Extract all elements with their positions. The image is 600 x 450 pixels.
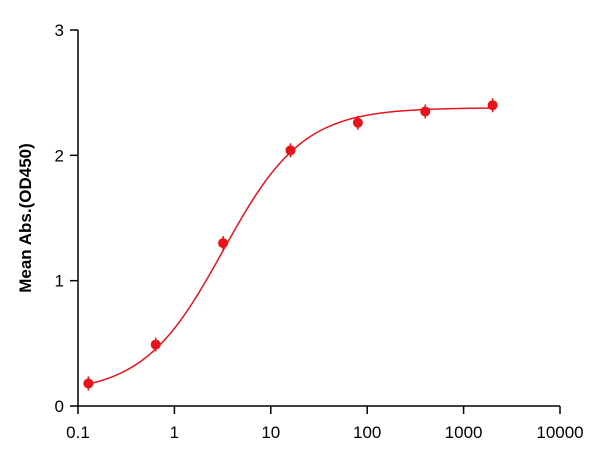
y-tick-label: 0 — [55, 397, 64, 416]
y-tick-label: 2 — [55, 146, 64, 165]
data-points-layer — [83, 98, 498, 391]
x-tick-label: 1000 — [445, 423, 483, 442]
data-point — [83, 378, 94, 389]
data-point — [420, 106, 431, 117]
data-point — [487, 100, 498, 111]
data-point — [218, 238, 229, 249]
y-tick-label: 3 — [55, 21, 64, 40]
ticks: 0.1 1 10 100 1000 10000 0 1 2 3 — [55, 21, 584, 442]
y-axis-label: Mean Abs.(OD450) — [16, 143, 35, 293]
x-tick-label: 100 — [353, 423, 381, 442]
x-tick-label: 10000 — [536, 423, 583, 442]
data-point — [352, 117, 363, 128]
y-tick-label: 1 — [55, 272, 64, 291]
x-tick-label: 10 — [261, 423, 280, 442]
x-tick-label: 0.1 — [66, 423, 90, 442]
axes — [77, 30, 560, 407]
data-point — [285, 145, 296, 156]
x-tick-label: 1 — [170, 423, 179, 442]
data-point — [150, 339, 161, 350]
